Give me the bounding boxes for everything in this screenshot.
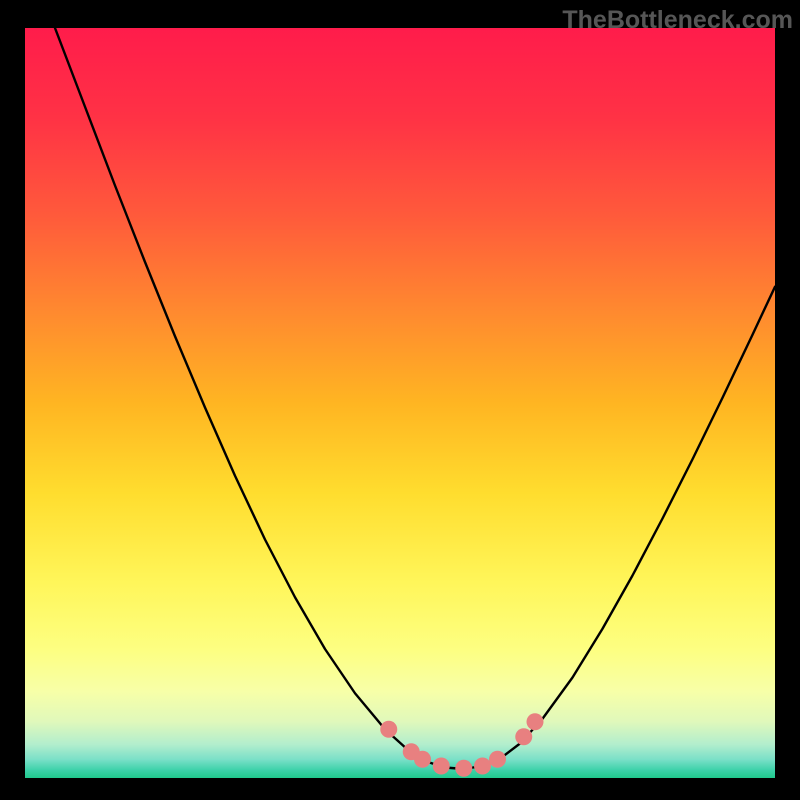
- gradient-background: [25, 28, 775, 778]
- marker-point: [414, 751, 431, 768]
- marker-point: [527, 713, 544, 730]
- watermark-text: TheBottleneck.com: [562, 6, 793, 35]
- marker-point: [455, 760, 472, 777]
- chart-svg: [25, 28, 775, 778]
- marker-point: [433, 758, 450, 775]
- marker-point: [380, 721, 397, 738]
- marker-point: [515, 728, 532, 745]
- marker-point: [474, 758, 491, 775]
- marker-point: [489, 751, 506, 768]
- plot-area: [25, 28, 775, 778]
